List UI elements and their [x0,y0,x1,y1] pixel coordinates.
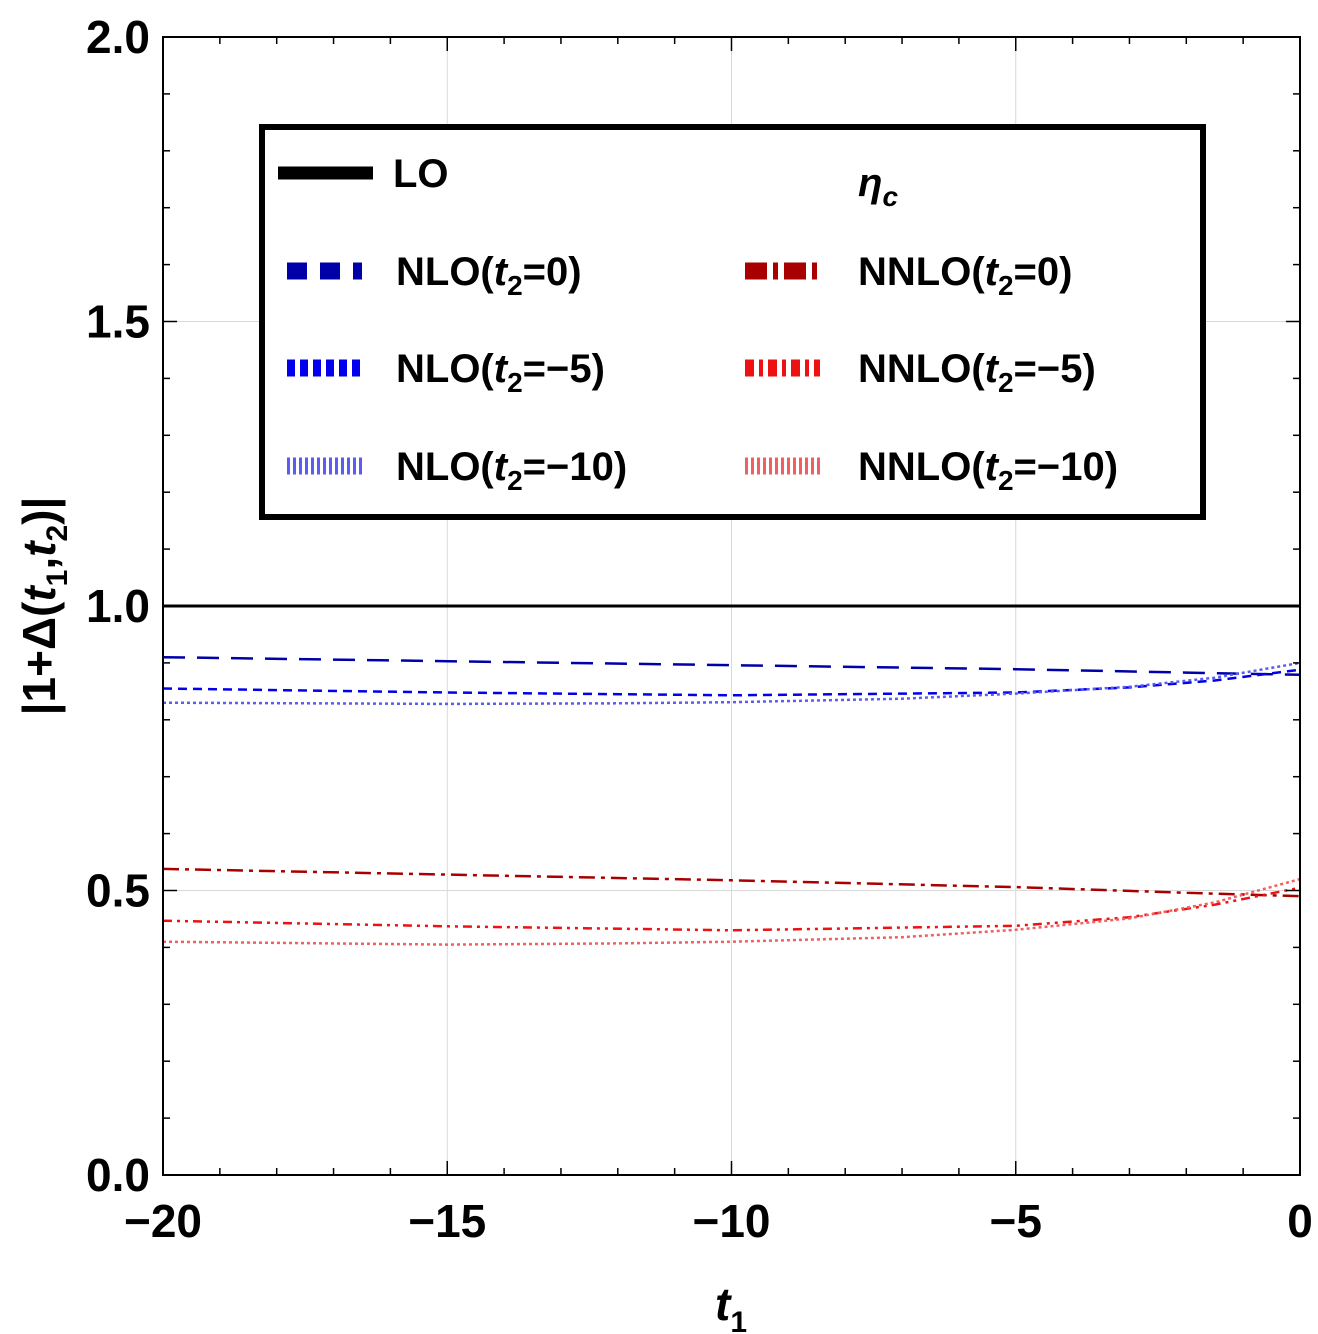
x-axis-label-sub: 1 [730,1306,747,1334]
legend-label-lo: LO [393,152,449,196]
y-tick-label: 2.0 [86,11,150,63]
legend: ηc LO NLO(t2=0) NLO(t2=−5) NLO(t2=−10) NNLO(… [259,124,1206,520]
y-tick-label: 1.0 [86,580,150,632]
x-axis-label: t1 [715,1278,747,1334]
x-tick-label: −15 [408,1195,486,1247]
legend-annotation: ηc [858,161,898,212]
series-lines [162,604,1301,946]
x-tick-labels: −20 −15 −10 −5 0 [124,1195,1313,1247]
y-axis-label: |1+Δ(t1,t2)| [13,497,74,716]
x-tick-label: −20 [124,1195,202,1247]
series-line-nlo5 [162,668,1301,697]
y-tick-label: 0.0 [86,1149,150,1201]
series-line-nnlo0 [162,867,1301,898]
x-tick-label: −10 [692,1195,770,1247]
x-tick-label: 0 [1287,1195,1313,1247]
axis-ticks [162,36,1301,1176]
legend-label-nlo5: NLO(t2=−5) [396,347,605,398]
annotation-sub: c [882,181,898,212]
y-tick-label: 1.5 [86,296,150,348]
legend-label-nnlo10: NNLO(t2=−10) [858,445,1118,496]
y-tick-label: 0.5 [86,865,150,917]
legend-box [259,124,1206,520]
series-line-nnlo10 [162,877,1301,946]
legend-label-nlo0: NLO(t2=0) [396,250,582,301]
series-line-nnlo5 [162,886,1301,932]
legend-label-nlo10: NLO(t2=−10) [396,445,627,496]
series-line-nlo10 [162,661,1301,706]
x-tick-label: −5 [990,1195,1042,1247]
y-tick-labels: 0.0 0.5 1.0 1.5 2.0 [86,11,150,1201]
x-axis-label-base: t [715,1278,732,1330]
annotation-base: η [858,161,882,205]
legend-label-nnlo5: NNLO(t2=−5) [858,347,1096,398]
legend-label-nnlo0: NNLO(t2=0) [858,250,1072,301]
